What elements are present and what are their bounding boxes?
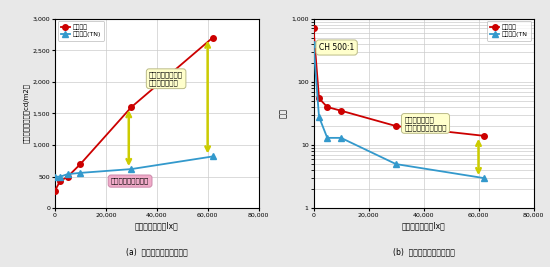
- 半穿透型: [128, 105, 135, 109]
- Text: CH 500:1: CH 500:1: [319, 43, 354, 52]
- Y-axis label: 對比: 對比: [279, 108, 288, 119]
- 半穿透型: [77, 162, 84, 166]
- 半穿透型(TN: [310, 42, 317, 45]
- 半穿透型: [210, 36, 216, 39]
- Text: 利用反射題示功能
改善輝度的效果: 利用反射題示功能 改善輝度的效果: [149, 72, 183, 86]
- Line: 半穿透型: 半穿透型: [311, 26, 487, 139]
- 半穿透型: [310, 27, 317, 30]
- 半穿透型: [324, 105, 331, 109]
- 半穿透型(TN): [210, 155, 216, 158]
- 半穿透型: [393, 124, 399, 128]
- Legend: 半穿透型, 半穿透型(TN): 半穿透型, 半穿透型(TN): [58, 21, 104, 41]
- 半穿透型(TN): [128, 167, 135, 171]
- Text: (b)  外部光線下的影像對比: (b) 外部光線下的影像對比: [393, 247, 454, 256]
- 半穿透型(TN: [481, 176, 487, 180]
- 半穿透型: [52, 189, 58, 192]
- X-axis label: 外亂光的照度（lx）: 外亂光的照度（lx）: [135, 221, 179, 230]
- 半穿透型(TN: [324, 136, 331, 139]
- 半穿透型(TN): [77, 171, 84, 174]
- 半穿透型: [57, 179, 63, 183]
- 半穿透型: [316, 97, 322, 100]
- 半穿透型(TN): [52, 175, 58, 178]
- 半穿透型: [338, 109, 344, 112]
- X-axis label: 外亂光的照度（lx）: 外亂光的照度（lx）: [402, 221, 446, 230]
- 半穿透型(TN: [316, 115, 322, 119]
- Text: 表面反射造成的影響: 表面反射造成的影響: [111, 178, 149, 184]
- Text: (a)  外部光線下的影像輝度: (a) 外部光線下的影像輝度: [126, 247, 188, 256]
- Legend: 半穿透型, 半穿透型(TN: 半穿透型, 半穿透型(TN: [487, 21, 531, 41]
- 半穿透型: [64, 175, 71, 178]
- 半穿透型: [481, 134, 487, 138]
- 半穿透型(TN: [338, 136, 344, 139]
- 半穿透型(TN: [393, 163, 399, 166]
- Line: 半穿透型(TN: 半穿透型(TN: [311, 41, 487, 181]
- Line: 半穿透型: 半穿透型: [52, 35, 216, 193]
- Text: 外部光線入射時
可能穩定題示的視認性: 外部光線入射時 可能穩定題示的視認性: [404, 116, 447, 131]
- Y-axis label: 面板表面的輝度（cd/m2）: 面板表面的輝度（cd/m2）: [23, 84, 30, 143]
- 半穿透型(TN): [57, 175, 63, 178]
- 半穿透型(TN): [64, 172, 71, 176]
- Line: 半穿透型(TN): 半穿透型(TN): [52, 154, 216, 179]
